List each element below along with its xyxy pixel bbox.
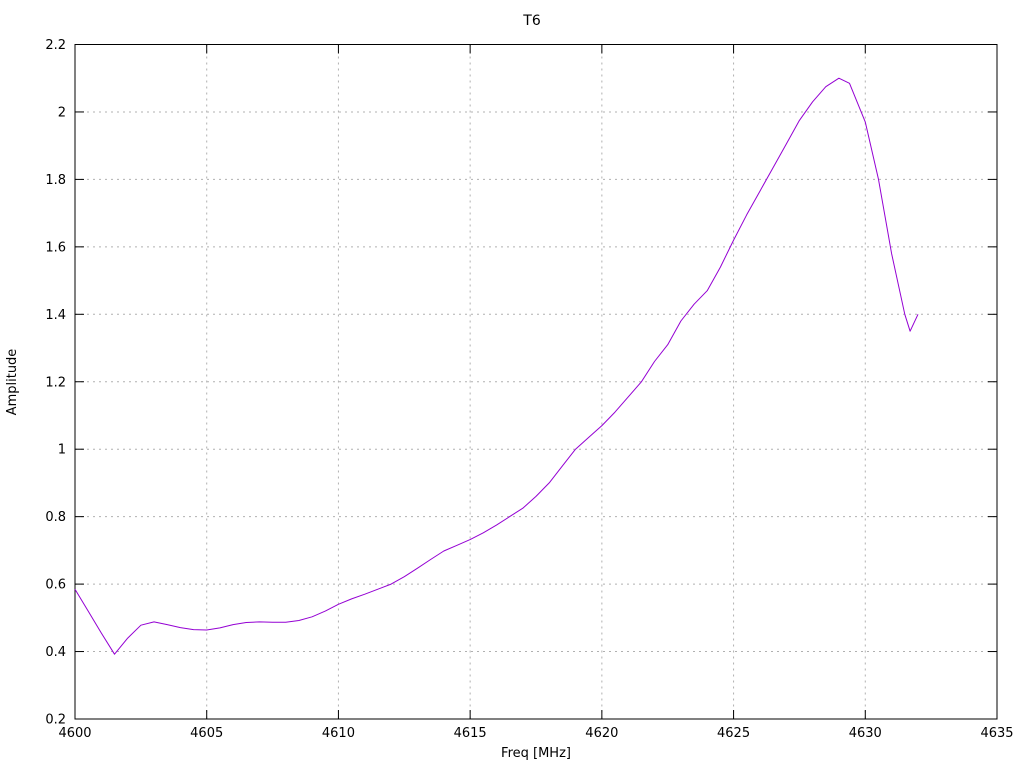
y-tick-label: 0.2 [45, 713, 66, 728]
x-tick-label: 4610 [322, 726, 355, 741]
y-tick-label: 1.2 [45, 375, 66, 390]
y-tick-label: 0.8 [45, 510, 66, 525]
x-tick-label: 4600 [58, 726, 91, 741]
chart-title: T6 [522, 13, 541, 29]
y-tick-label: 1.8 [45, 173, 66, 188]
y-tick-label: 0.4 [45, 645, 66, 660]
y-tick-label: 0.6 [45, 578, 66, 593]
y-tick-label: 1 [58, 443, 66, 458]
series-layer [74, 77, 919, 655]
x-tick-label: 4620 [585, 726, 618, 741]
plot-border [74, 44, 998, 720]
x-tick-label: 4635 [980, 726, 1013, 741]
y-tick-label: 1.6 [45, 240, 66, 255]
y-axis-label: Amplitude [5, 349, 20, 416]
x-tick-label: 4615 [454, 726, 487, 741]
series-line-t6 [74, 77, 919, 655]
x-tick-label: 4605 [190, 726, 223, 741]
x-tick-label: 4630 [849, 726, 882, 741]
x-tick-label: 4625 [717, 726, 750, 741]
y-tick-label: 1.4 [45, 308, 66, 323]
y-tick-label: 2.2 [45, 38, 66, 53]
x-axis-label: Freq [MHz] [501, 746, 571, 761]
tick-label-layer: 4600 4605 4610 4615 4620 4625 4630 4635 0.2 0.4 0.… [45, 38, 1013, 741]
y-tick-label: 2 [58, 105, 66, 120]
